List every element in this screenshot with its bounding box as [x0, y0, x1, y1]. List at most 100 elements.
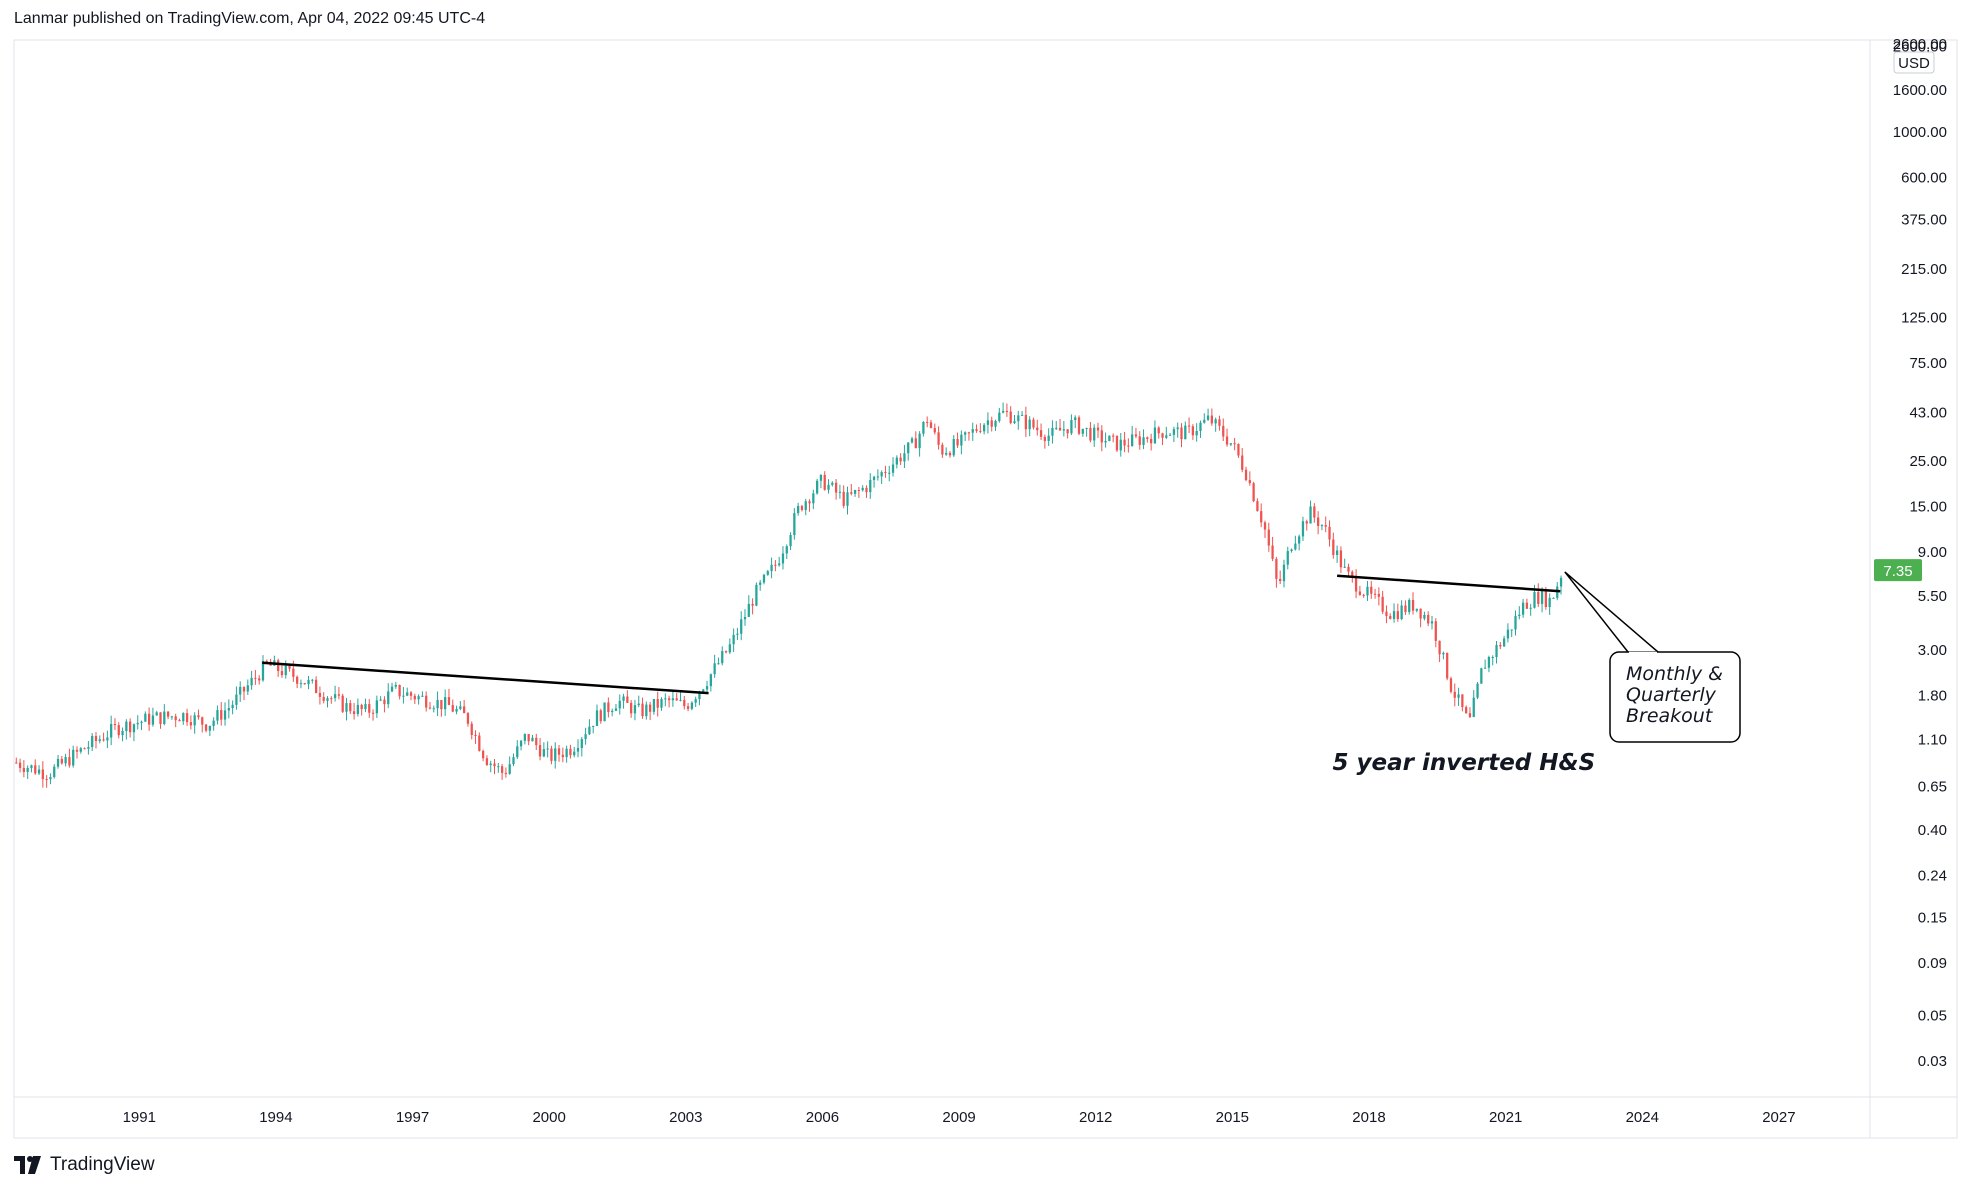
trendline[interactable] — [1337, 574, 1561, 593]
candle-body — [967, 432, 971, 434]
pattern-label[interactable]: 5 year inverted H&S — [1333, 750, 1596, 776]
candle-body — [1172, 429, 1176, 435]
trendline[interactable] — [262, 661, 709, 695]
candle-body — [1161, 433, 1164, 438]
candle-body — [504, 772, 508, 774]
candle-body — [1438, 640, 1441, 655]
candle-body — [364, 704, 367, 710]
candle-body — [1146, 437, 1149, 439]
candle-body — [1165, 435, 1168, 438]
candle-body — [1502, 638, 1506, 647]
candle-body — [1051, 427, 1054, 436]
candle-body — [679, 699, 682, 701]
candle-body — [296, 676, 299, 684]
candle-body — [914, 438, 917, 449]
candle-body — [595, 710, 599, 726]
candle-body — [584, 734, 587, 740]
candle-body — [675, 698, 678, 701]
candle-body — [1404, 605, 1407, 613]
candle-body — [1153, 427, 1157, 444]
callout-box[interactable] — [1609, 651, 1741, 743]
candle-body — [982, 424, 986, 432]
candle-body — [356, 704, 360, 715]
time-axis[interactable]: 1991 1994 1997 2000 2003 2006 2009 2012 2015 2018… — [123, 1109, 1796, 1126]
candle-body — [1343, 566, 1346, 568]
candle-body — [1032, 419, 1035, 428]
candle-body — [1548, 597, 1551, 608]
currency-box[interactable] — [1893, 51, 1935, 74]
chart-frame — [13, 39, 1958, 1139]
candle-body — [185, 713, 189, 723]
candle-body — [561, 754, 564, 758]
candle-body — [110, 723, 113, 738]
candle-body — [964, 432, 967, 435]
candle-body — [1260, 511, 1263, 523]
candle-body — [1427, 614, 1430, 624]
candle-body — [979, 430, 982, 432]
candle-body — [576, 748, 580, 752]
candle-body — [1028, 419, 1031, 430]
candle-body — [151, 715, 155, 725]
candle-body — [1320, 525, 1324, 527]
candle-body — [1081, 428, 1084, 434]
candle-body — [436, 700, 439, 709]
candle-body — [314, 679, 318, 694]
candle-body — [1187, 425, 1191, 427]
candle-body — [318, 693, 322, 697]
callout-text-line: Quarterly — [1626, 684, 1717, 706]
candle-body — [743, 616, 747, 620]
candle-body — [1070, 420, 1073, 434]
candle-body — [1244, 469, 1248, 481]
candle-body — [311, 679, 314, 681]
candle-body — [1559, 577, 1563, 587]
candle-body — [1449, 678, 1453, 692]
candle-body — [926, 421, 929, 423]
candle-body — [22, 767, 26, 772]
candle-body — [53, 766, 56, 778]
candle-body — [1332, 539, 1335, 555]
candle-body — [872, 476, 876, 480]
candle-body — [971, 429, 974, 433]
candle-body — [838, 491, 842, 493]
candle-body — [121, 731, 124, 736]
candle-body — [398, 684, 401, 697]
candle-body — [1157, 427, 1160, 434]
candle-body — [394, 684, 397, 687]
candle-body — [611, 710, 614, 713]
candle-body — [299, 683, 303, 685]
candle-body — [455, 708, 458, 712]
candle-body — [990, 420, 993, 427]
candle-body — [660, 699, 663, 708]
candle-body — [1510, 629, 1513, 631]
publish-info: Lanmar published on TradingView.com, Apr… — [14, 10, 486, 27]
price-tick-label: 2600.00 — [1893, 39, 1947, 56]
candle-body — [751, 603, 754, 606]
candle-body — [239, 686, 242, 695]
candle-body — [1457, 694, 1460, 698]
candle-body — [1381, 596, 1384, 612]
candle-body — [280, 671, 284, 676]
tradingview-logo[interactable]: TradingView — [14, 1151, 155, 1179]
candle-body — [1461, 694, 1464, 708]
candle-body — [1142, 437, 1145, 445]
candle-body — [1127, 445, 1130, 447]
candle-body — [83, 748, 86, 750]
candle-body — [512, 757, 515, 765]
candle-body — [1385, 611, 1388, 616]
candle-body — [626, 696, 629, 703]
candle-body — [402, 695, 405, 697]
price-tick-label: 0.09 — [1918, 955, 1947, 972]
candle-body — [709, 674, 712, 687]
time-tick-label: 1991 — [123, 1109, 156, 1126]
candle-body — [1370, 586, 1373, 594]
candle-body — [865, 487, 868, 493]
price-axis[interactable]: 2600.00 1600.00 1000.00 600.00 375.00 215.00 1… — [1874, 36, 1947, 1070]
candle-body — [793, 513, 796, 536]
candle-body — [1149, 438, 1153, 444]
candle-body — [740, 619, 743, 634]
candle-body — [1282, 564, 1286, 582]
price-tick-label: 0.05 — [1918, 1007, 1947, 1024]
candle-body — [1400, 605, 1403, 620]
candle-body — [1453, 691, 1456, 698]
